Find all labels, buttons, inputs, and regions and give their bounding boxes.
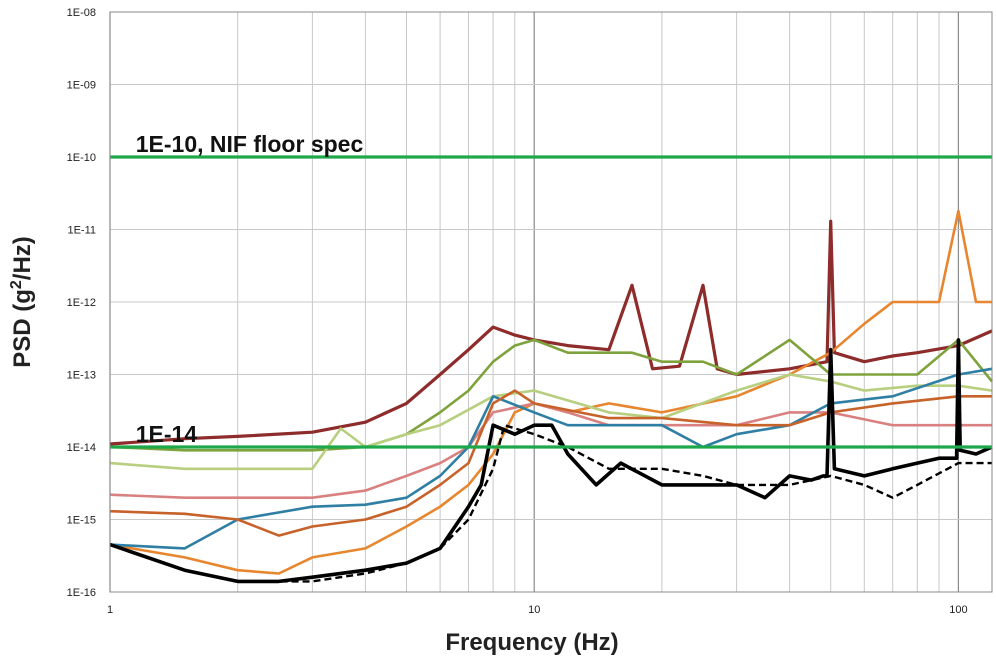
series-line-7 <box>109 389 992 537</box>
plot-frame <box>109 11 993 593</box>
series-line-1 <box>109 219 993 446</box>
y-tick-label: 1E-10 <box>67 152 96 164</box>
series-line-8 <box>109 338 993 584</box>
y-tick-label: 1E-12 <box>67 297 96 309</box>
x-tick-labels: 1 10 100 <box>107 604 968 616</box>
reference-lines: 1E-10, NIF floor spec 1E-14 <box>110 131 992 449</box>
series-line-9 <box>109 424 992 583</box>
y-tick-label: 1E-13 <box>67 370 96 382</box>
y-tick-label: 1E-09 <box>67 80 96 92</box>
series-line-4 <box>109 373 993 471</box>
y-tick-label: 1E-11 <box>67 225 96 237</box>
y-axis-title: PSD (g2/Hz) <box>8 236 36 368</box>
y-tick-label: 1E-15 <box>67 515 96 527</box>
x-tick-label: 1 <box>107 604 113 616</box>
y-tick-label: 1E-08 <box>67 7 96 19</box>
y-tick-label: 1E-16 <box>67 587 96 599</box>
x-axis-title: Frequency (Hz) <box>445 629 618 656</box>
reference-label: 1E-14 <box>136 421 198 447</box>
x-tick-label: 10 <box>528 604 540 616</box>
y-tick-labels: 1E-16 1E-15 1E-14 1E-13 1E-12 1E-11 1E-10 1E-09… <box>67 7 96 599</box>
y-tick-label: 1E-14 <box>67 442 96 454</box>
x-tick-label: 100 <box>949 604 967 616</box>
series-line-6 <box>109 367 993 550</box>
data-series <box>109 209 994 584</box>
reference-label: 1E-10, NIF floor spec <box>136 131 364 157</box>
